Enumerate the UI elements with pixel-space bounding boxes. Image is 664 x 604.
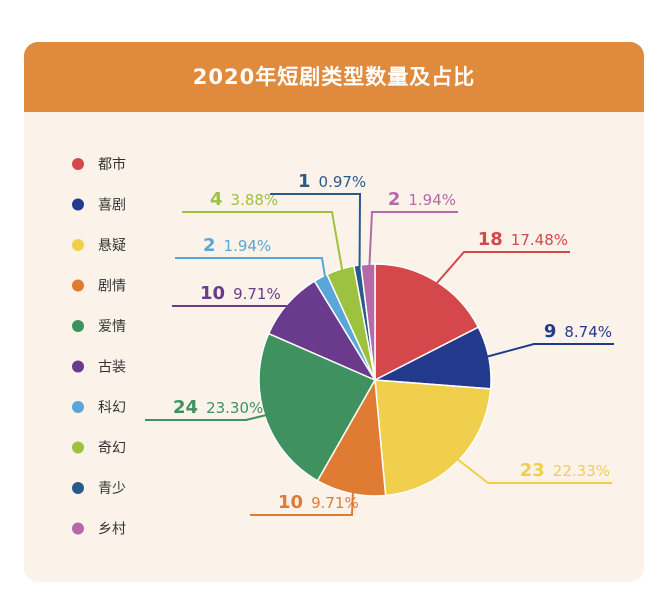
data-label-percent: 17.48% xyxy=(511,231,568,249)
data-label-value: 9 xyxy=(544,321,557,342)
data-label-value: 1 xyxy=(298,171,311,192)
data-label-percent: 8.74% xyxy=(564,323,612,341)
data-label-percent: 0.97% xyxy=(319,173,367,191)
data-label: 10 9.71% xyxy=(278,492,359,513)
legend-label: 悬疑 xyxy=(98,238,126,254)
data-label: 9 8.74% xyxy=(544,321,612,342)
data-label-value: 23 xyxy=(520,460,545,481)
leader-line xyxy=(427,251,570,294)
data-label: 2 1.94% xyxy=(203,235,271,256)
legend-marker xyxy=(72,198,84,211)
legend-label: 爱情 xyxy=(98,319,126,335)
chart-card: 2020年短剧类型数量及占比 xyxy=(24,42,644,582)
data-label-percent: 3.88% xyxy=(231,191,279,209)
legend-label: 奇幻 xyxy=(98,440,126,457)
data-label-value: 4 xyxy=(210,189,223,210)
data-label: 23 22.33% xyxy=(520,460,610,481)
legend-marker xyxy=(72,239,84,251)
legend-marker xyxy=(72,482,84,494)
legend-marker xyxy=(72,360,84,373)
data-label-value: 10 xyxy=(278,492,303,513)
data-label-percent: 22.33% xyxy=(553,462,610,480)
legend-label: 青少 xyxy=(98,481,126,497)
pie-slice xyxy=(360,263,376,381)
pie-slice xyxy=(374,379,492,497)
legend-label: 都市 xyxy=(98,156,126,173)
legend-marker xyxy=(72,279,84,292)
data-label: 1 0.97% xyxy=(298,171,366,192)
legend-marker xyxy=(72,522,84,535)
leader-line xyxy=(172,305,300,314)
chart-title: 2020年短剧类型数量及占比 xyxy=(192,65,476,89)
legend-marker xyxy=(72,441,84,454)
data-label-value: 24 xyxy=(173,397,198,418)
leader-line xyxy=(474,343,614,361)
data-label-value: 2 xyxy=(203,235,216,256)
leader-line xyxy=(175,257,329,291)
data-label: 4 3.88% xyxy=(210,189,278,210)
legend-marker xyxy=(72,158,84,170)
leader-line xyxy=(447,450,612,484)
leader-line xyxy=(145,411,279,421)
data-label-value: 2 xyxy=(388,189,401,210)
legend-label: 乡村 xyxy=(98,522,126,538)
leader-line xyxy=(270,193,362,280)
pie-slice xyxy=(374,263,480,382)
legend-marker xyxy=(72,320,84,332)
data-label: 2 1.94% xyxy=(388,189,456,210)
data-label: 10 9.71% xyxy=(200,283,281,304)
data-label-percent: 9.71% xyxy=(311,494,359,512)
data-label-value: 18 xyxy=(478,229,503,250)
legend-label: 喜剧 xyxy=(98,198,126,214)
leader-line xyxy=(367,211,458,279)
legend-marker xyxy=(72,401,84,413)
data-label-percent: 23.30% xyxy=(206,399,263,417)
leader-line xyxy=(182,211,346,283)
data-label-percent: 1.94% xyxy=(224,237,272,255)
legend-label: 科幻 xyxy=(98,400,126,416)
title-bar: 2020年短剧类型数量及占比 xyxy=(24,42,644,112)
legend-label: 古装 xyxy=(98,360,126,376)
data-label-value: 10 xyxy=(200,283,225,304)
data-label: 18 17.48% xyxy=(478,229,568,250)
legend-label: 剧情 xyxy=(98,279,126,295)
leader-line xyxy=(250,479,355,516)
data-label-percent: 1.94% xyxy=(408,191,456,209)
data-label-percent: 9.71% xyxy=(233,285,281,303)
data-label: 24 23.30% xyxy=(173,397,263,418)
pie-slice xyxy=(258,332,377,482)
